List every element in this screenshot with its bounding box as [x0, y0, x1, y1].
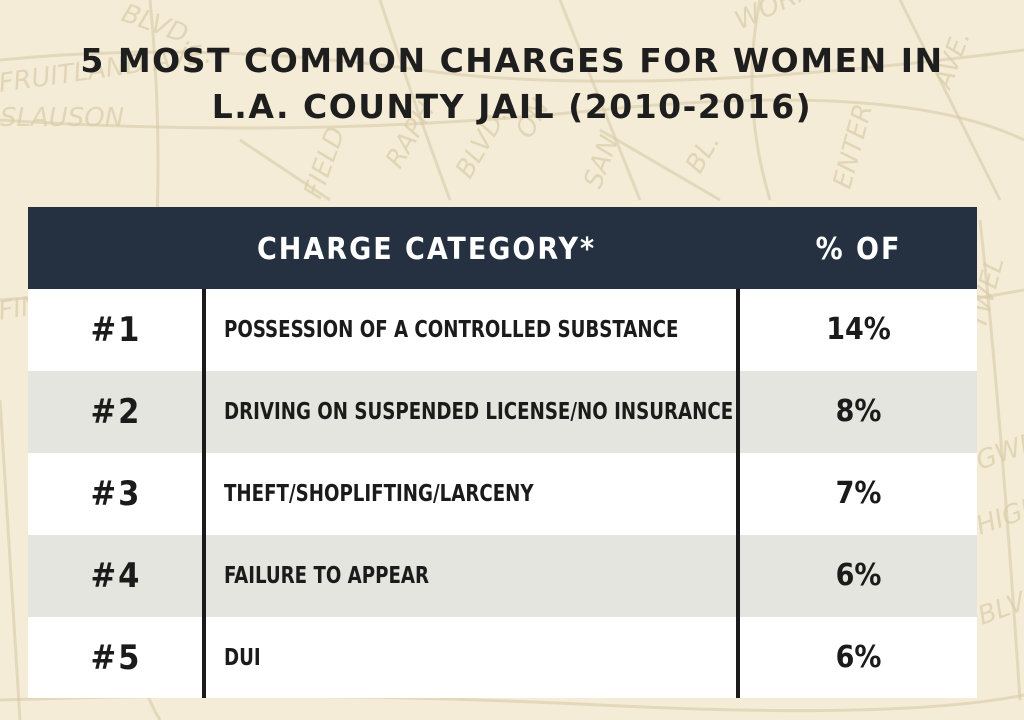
column-header-percent: % OF CHARGES: [779, 232, 938, 353]
chart-title: 5 MOST COMMON CHARGES FOR WOMEN IN L.A. …: [0, 38, 1024, 130]
street-label: SLAUSON: [0, 103, 124, 133]
percent-cell: 14%: [826, 312, 891, 347]
category-cell: THEFT/SHOPLIFTING/LARCENY: [224, 481, 534, 507]
percent-cell: 6%: [835, 640, 882, 675]
category-cell: POSSESSION OF A CONTROLLED SUBSTANCE: [224, 317, 679, 343]
category-cell: FAILURE TO APPEAR: [224, 563, 430, 589]
street-label: SAN: [578, 132, 625, 193]
rank-cell: #2: [90, 392, 142, 432]
street-label: FIELD: [298, 123, 351, 202]
title-line-1: 5 MOST COMMON CHARGES FOR WOMEN IN: [80, 41, 944, 80]
rank-cell: #3: [90, 474, 142, 514]
rank-cell: #5: [90, 638, 142, 678]
percent-cell: 6%: [835, 558, 882, 593]
percent-cell: 8%: [835, 394, 882, 429]
rank-cell: #1: [90, 310, 142, 350]
category-cell: DRIVING ON SUSPENDED LICENSE/NO INSURANC…: [224, 399, 734, 425]
table-row: #2 DRIVING ON SUSPENDED LICENSE/NO INSUR…: [28, 371, 977, 453]
table-row: #1 POSSESSION OF A CONTROLLED SUBSTANCE …: [28, 289, 977, 371]
title-line-2: L.A. COUNTY JAIL (2010-2016): [211, 87, 813, 126]
column-header-category: CHARGE CATEGORY*: [257, 232, 597, 267]
percent-cell: 7%: [835, 476, 882, 511]
table-header: CHARGE CATEGORY* % OF CHARGES: [28, 207, 977, 353]
table-row: #3 THEFT/SHOPLIFTING/LARCENY 7%: [28, 453, 977, 535]
column-divider: [736, 289, 740, 698]
column-divider: [202, 289, 206, 698]
rank-cell: #4: [90, 556, 142, 596]
street-label: BL.: [680, 128, 726, 178]
street-label: HIGH: [972, 490, 1024, 541]
table-row: #4 FAILURE TO APPEAR 6%: [28, 535, 977, 617]
street-label: GWE: [972, 427, 1024, 477]
street-label: WORK: [730, 0, 818, 36]
category-cell: DUI: [224, 645, 261, 671]
charges-table: CHARGE CATEGORY* % OF CHARGES #1 POSSESS…: [28, 207, 977, 698]
street-label: BLV: [974, 586, 1024, 631]
table-row: #5 DUI 6%: [28, 617, 977, 699]
